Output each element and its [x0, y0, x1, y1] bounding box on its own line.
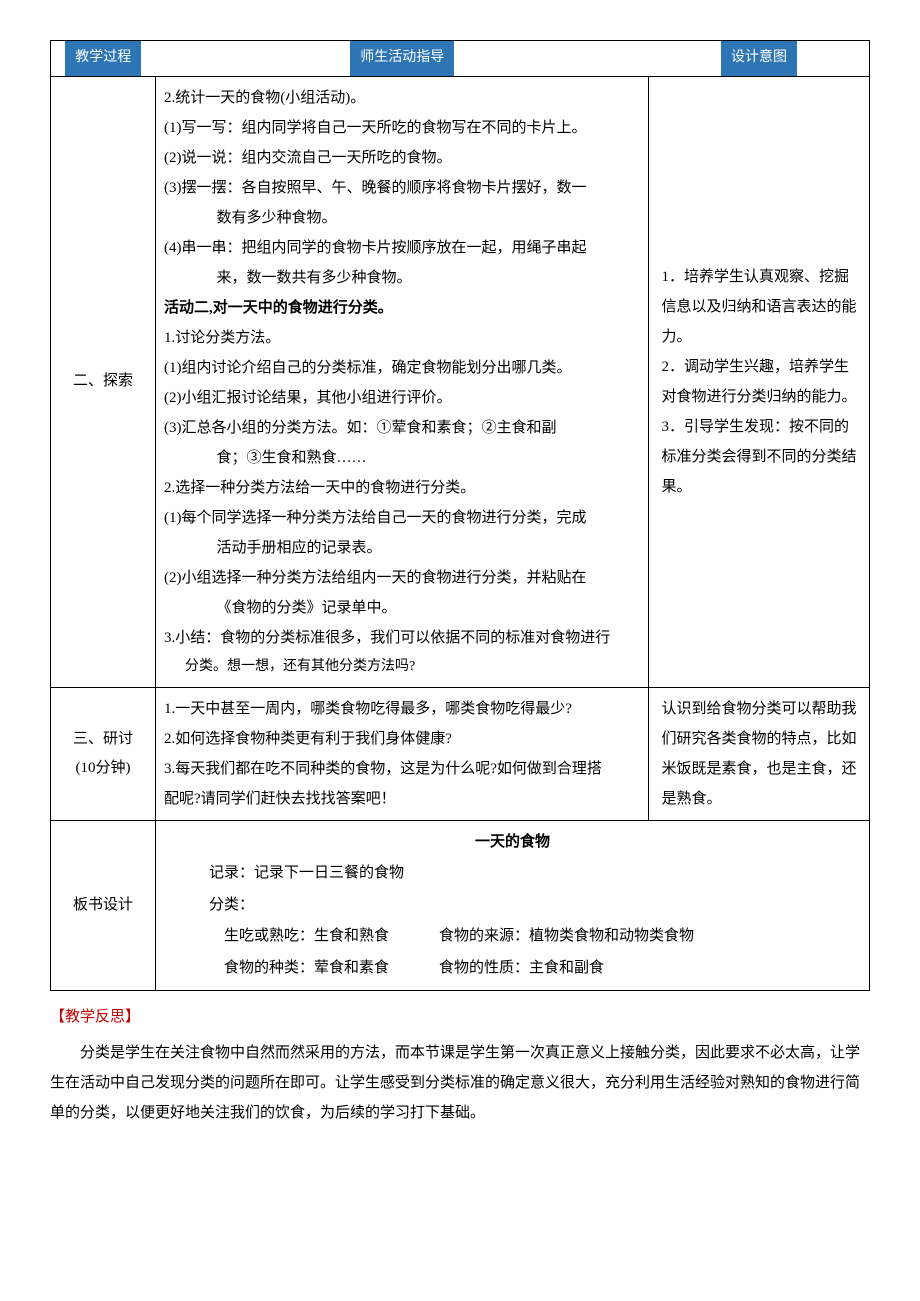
stage-discuss: 三、研讨 (10分钟) [51, 687, 156, 820]
text-line: 食物的来源：植物类食物和动物类食物 [439, 921, 694, 953]
text-line: 食物的性质：主食和副食 [439, 953, 604, 985]
text-line: 1.讨论分类方法。 [164, 323, 640, 353]
header-intent: 设计意图 [721, 41, 797, 76]
text-line: (1)写一写：组内同学将自己一天所吃的食物写在不同的卡片上。 [164, 113, 640, 143]
header-process: 教学过程 [65, 41, 141, 76]
text-line: 来，数一数共有多少种食物。 [164, 263, 640, 293]
board-design: 一天的食物 记录：记录下一日三餐的食物 分类： 生吃或熟吃：生食和熟食 食物的来… [164, 827, 861, 985]
text-line: (1)每个同学选择一种分类方法给自己一天的食物进行分类，完成 [164, 503, 640, 533]
text-line: (2)说一说：组内交流自己一天所吃的食物。 [164, 143, 640, 173]
text-line: 活动手册相应的记录表。 [164, 533, 640, 563]
text-line: (3)摆一摆：各自按照早、午、晚餐的顺序将食物卡片摆好，数一 [164, 173, 640, 203]
text-line: 3．引导学生发现：按不同的标准分类会得到不同的分类结果。 [661, 412, 857, 502]
text-line: 《食物的分类》记录单中。 [164, 593, 640, 623]
text-line: 3.每天我们都在吃不同种类的食物，这是为什么呢?如何做到合理搭 [164, 754, 640, 784]
intent-explore: 1．培养学生认真观察、挖掘信息以及归纳和语言表达的能力。 2．调动学生兴趣，培养… [657, 262, 861, 502]
board-row: 食物的种类：荤食和素食 食物的性质：主食和副食 [164, 953, 861, 985]
text-line: 2.如何选择食物种类更有利于我们身体健康? [164, 724, 640, 754]
text-line: 数有多少种食物。 [164, 203, 640, 233]
text-line: 分类： [164, 890, 861, 922]
board-title: 一天的食物 [164, 827, 861, 859]
board-row: 生吃或熟吃：生食和熟食 食物的来源：植物类食物和动物类食物 [164, 921, 861, 953]
text-line: 1.一天中甚至一周内，哪类食物吃得最多，哪类食物吃得最少? [164, 694, 640, 724]
text-line: 食物的种类：荤食和素食 [224, 953, 389, 985]
intent-discuss: 认识到给食物分类可以帮助我们研究各类食物的特点，比如米饭既是素食，也是主食，还是… [657, 694, 861, 814]
activity-explore: 2.统计一天的食物(小组活动)。 (1)写一写：组内同学将自己一天所吃的食物写在… [164, 83, 640, 681]
stage-explore: 二、探索 [51, 76, 156, 687]
text-line: 3.小结：食物的分类标准很多，我们可以依据不同的标准对食物进行 [164, 623, 640, 653]
text-line: 分类。想一想，还有其他分类方法吗? [164, 653, 640, 681]
stage-time: (10分钟) [59, 754, 147, 783]
text-line: (1)组内讨论介绍自己的分类标准，确定食物能划分出哪几类。 [164, 353, 640, 383]
stage-board: 板书设计 [51, 820, 156, 991]
activity-discuss: 1.一天中甚至一周内，哪类食物吃得最多，哪类食物吃得最少? 2.如何选择食物种类… [164, 694, 640, 814]
table-row-explore: 二、探索 2.统计一天的食物(小组活动)。 (1)写一写：组内同学将自己一天所吃… [51, 76, 870, 687]
table-header-row: 教学过程 师生活动指导 设计意图 [51, 41, 870, 77]
table-row-board: 板书设计 一天的食物 记录：记录下一日三餐的食物 分类： 生吃或熟吃：生食和熟食… [51, 820, 870, 991]
text-line: (4)串一串：把组内同学的食物卡片按顺序放在一起，用绳子串起 [164, 233, 640, 263]
text-line: 2.统计一天的食物(小组活动)。 [164, 83, 640, 113]
text-line: 生吃或熟吃：生食和熟食 [224, 921, 389, 953]
text-line: 1．培养学生认真观察、挖掘信息以及归纳和语言表达的能力。 [661, 262, 857, 352]
text-line: 2．调动学生兴趣，培养学生对食物进行分类归纳的能力。 [661, 352, 857, 412]
reflection-heading: 【教学反思】 [50, 1003, 870, 1032]
text-line: 食；③生食和熟食…… [164, 443, 640, 473]
stage-title: 三、研讨 [59, 725, 147, 754]
reflection-body: 分类是学生在关注食物中自然而然采用的方法，而本节课是学生第一次真正意义上接触分类… [50, 1038, 870, 1128]
lesson-table: 教学过程 师生活动指导 设计意图 二、探索 2.统计一天的食物(小组活动)。 (… [50, 40, 870, 991]
activity-subheading: 活动二,对一天中的食物进行分类。 [164, 293, 640, 323]
text-line: (2)小组选择一种分类方法给组内一天的食物进行分类，并粘贴在 [164, 563, 640, 593]
table-row-discuss: 三、研讨 (10分钟) 1.一天中甚至一周内，哪类食物吃得最多，哪类食物吃得最少… [51, 687, 870, 820]
text-line: 2.选择一种分类方法给一天中的食物进行分类。 [164, 473, 640, 503]
text-line: (3)汇总各小组的分类方法。如：①荤食和素食；②主食和副 [164, 413, 640, 443]
text-line: 配呢?请同学们赶快去找找答案吧！ [164, 784, 640, 814]
text-line: 记录：记录下一日三餐的食物 [164, 858, 861, 890]
text-line: (2)小组汇报讨论结果，其他小组进行评价。 [164, 383, 640, 413]
header-activity: 师生活动指导 [350, 41, 454, 76]
